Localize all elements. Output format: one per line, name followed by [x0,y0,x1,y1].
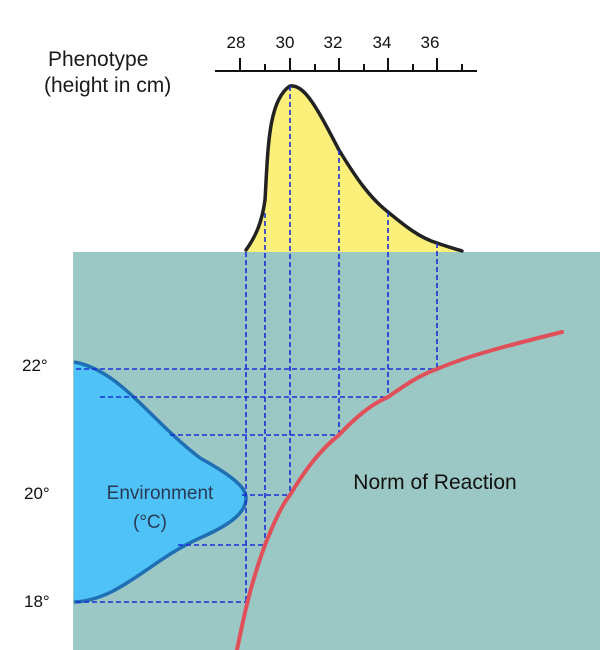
environment-tick-label: 22° [22,356,48,375]
phenotype-distribution-curve [246,85,462,252]
phenotype-tick-label: 32 [324,33,343,52]
phenotype-tick-label: 30 [276,33,295,52]
phenotype-title: Phenotype [48,48,148,71]
phenotype-tick-label: 36 [421,33,440,52]
phenotype-tick-label: 34 [373,33,392,52]
environment-distribution-curve [74,362,246,602]
environment-unit-label: (°C) [133,512,167,533]
phenotype-tick-label: 28 [227,33,246,52]
environment-tick-label: 18° [24,592,50,611]
environment-distribution-outline [73,360,248,604]
phenotype-distribution-outline [244,84,464,253]
phenotype-axis [215,58,477,72]
environment-label: Environment [107,483,214,504]
phenotype-subtitle: (height in cm) [44,74,171,97]
guide-lines [76,86,438,603]
norm-of-reaction-curve [235,330,564,650]
norm-of-reaction-label: Norm of Reaction [353,471,516,494]
environment-tick-label: 20° [24,484,50,503]
